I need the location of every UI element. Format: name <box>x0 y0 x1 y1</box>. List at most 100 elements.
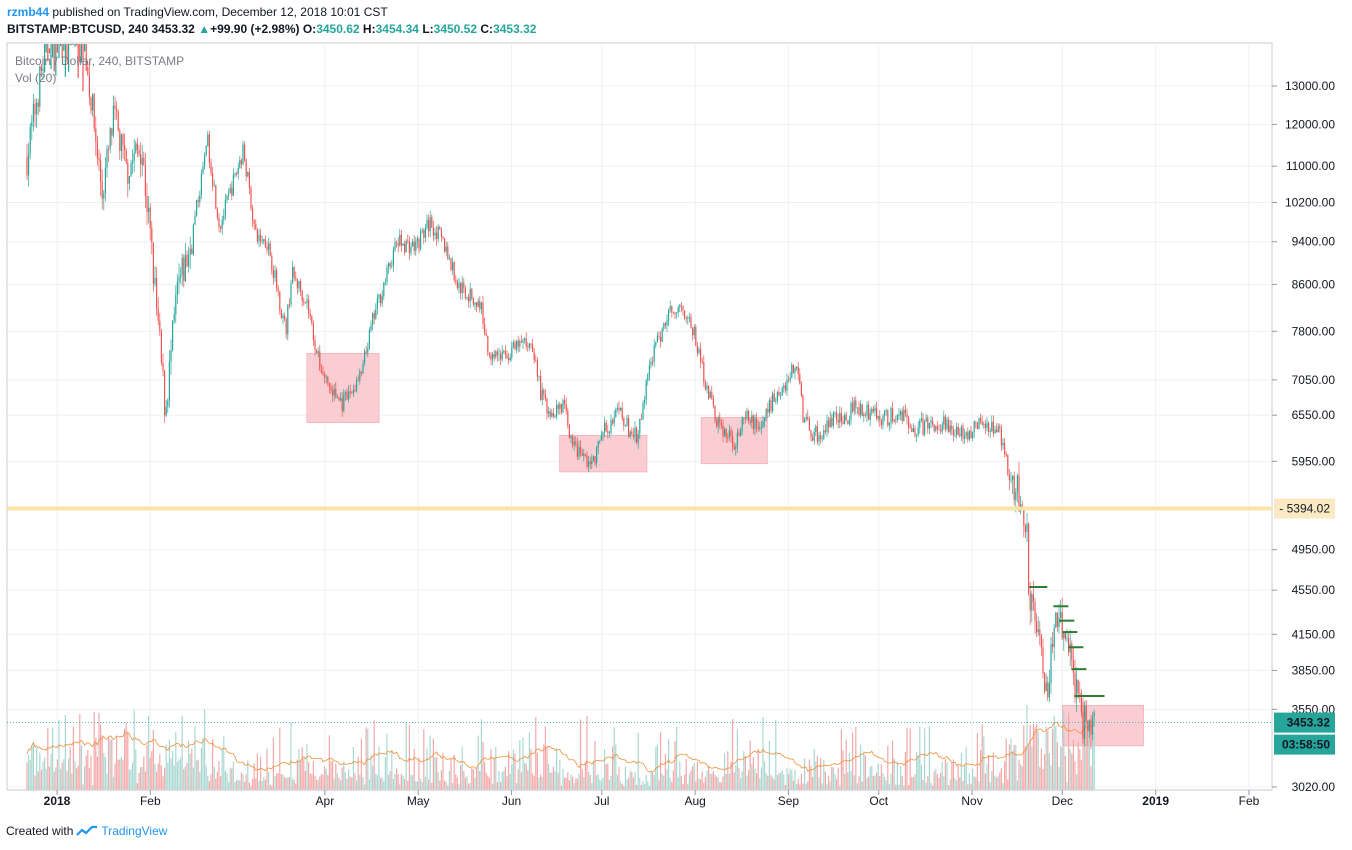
candle-body <box>1024 525 1026 532</box>
candle-body <box>189 248 191 255</box>
candle-body <box>82 44 84 92</box>
candle-body <box>880 420 882 425</box>
volume-bar <box>226 772 228 790</box>
volume-bar <box>996 777 998 790</box>
volume-bar <box>263 777 265 790</box>
price-tick-label: 3020.00 <box>1292 780 1336 794</box>
volume-bar <box>492 783 494 790</box>
candle-body <box>735 446 737 450</box>
volume-bar <box>845 739 847 790</box>
volume-bar <box>1072 739 1074 790</box>
candle-body <box>992 421 994 434</box>
volume-bar <box>600 780 602 790</box>
time-axis[interactable]: 2018 Feb Apr May Jun Jul Aug Sep Oct Nov Dec 2019 Fe… <box>44 790 1260 808</box>
volume-bar <box>1058 766 1060 790</box>
volume-bar <box>708 765 710 790</box>
candle-body <box>40 66 42 71</box>
candle-body <box>704 382 706 390</box>
candle-body <box>306 299 308 303</box>
volume-bar <box>104 757 106 790</box>
candle-body <box>274 270 276 278</box>
volume-bar <box>970 783 972 790</box>
candle-body <box>231 187 233 196</box>
candle-body <box>175 294 177 315</box>
candle-body <box>124 145 126 151</box>
support-line[interactable] <box>7 506 1272 511</box>
volume-bar <box>239 780 241 790</box>
candle-body <box>437 227 439 240</box>
candle-body <box>674 312 676 314</box>
volume-bar <box>712 771 714 790</box>
volume-bar <box>1044 754 1046 790</box>
volume-bar <box>132 762 134 790</box>
volume-bar <box>543 744 545 790</box>
volume-bar <box>980 750 982 790</box>
volume-bar <box>760 767 762 790</box>
price-tick-label: 7050.00 <box>1292 373 1336 387</box>
candle-body <box>781 387 783 396</box>
volume-bar <box>45 768 47 790</box>
volume-bar <box>128 770 130 790</box>
candle-body <box>120 134 122 151</box>
candle-body <box>893 419 895 422</box>
candle-body <box>591 460 593 465</box>
volume-bar <box>599 779 601 790</box>
volume-bar <box>821 783 823 790</box>
candle-body <box>765 409 767 418</box>
time-tick-label: 2018 <box>44 794 71 808</box>
price-tick-label: 10200.00 <box>1285 195 1335 209</box>
volume-bar <box>1048 753 1050 790</box>
volume-bar <box>698 778 700 790</box>
candle-body <box>1029 593 1031 611</box>
volume-bar <box>207 775 209 790</box>
candle-body <box>892 408 894 422</box>
candle-body <box>60 44 62 47</box>
volume-bar <box>733 772 735 790</box>
price-chart[interactable]: Bitcoin / Dollar, 240, BITSTAMP Vol (20)… <box>0 40 1352 820</box>
volume-bar <box>588 771 590 790</box>
candle-body <box>1013 475 1015 501</box>
tradingview-brand-link[interactable]: TradingView <box>101 824 168 838</box>
candle-body <box>911 427 913 433</box>
volume-bar <box>405 722 407 790</box>
volume-bar <box>328 735 330 790</box>
candle-body <box>240 160 242 165</box>
candle-body <box>589 461 591 465</box>
volume-bar <box>957 765 959 790</box>
volume-bar <box>143 756 145 790</box>
candle-body <box>746 410 748 419</box>
candle-body <box>981 421 983 425</box>
volume-bar <box>464 777 466 790</box>
candle-body <box>375 308 377 319</box>
price-axis[interactable]: 13000.00 12000.00 11000.00 10200.00 9400.00 8… <box>1272 79 1335 794</box>
candle-body <box>802 395 804 423</box>
volume-bar <box>631 771 633 790</box>
volume-bar <box>551 772 553 790</box>
volume-bar <box>562 768 564 790</box>
volume-bar <box>456 777 458 790</box>
volume-bar <box>460 764 462 790</box>
volume-bar <box>943 776 945 790</box>
candle-body <box>221 219 223 229</box>
volume-bar <box>76 768 78 790</box>
volume-bar <box>688 773 690 790</box>
volume-bar <box>799 784 801 790</box>
candle-body <box>960 426 962 436</box>
candle-body <box>165 406 167 416</box>
candle-body <box>80 44 82 63</box>
author-link[interactable]: rzmb44 <box>7 5 50 19</box>
candle-body <box>884 410 886 416</box>
volume-bar <box>141 766 143 790</box>
volume-bar <box>786 768 788 790</box>
chart-pane[interactable] <box>6 42 1273 791</box>
candle-body <box>997 426 999 433</box>
volume-bar <box>888 784 890 790</box>
candle-body <box>660 337 662 342</box>
candle-body <box>744 417 746 419</box>
candle-body <box>224 199 226 216</box>
volume-bar <box>935 768 937 790</box>
volume-bar <box>618 767 620 790</box>
candle-body <box>447 246 449 260</box>
candle-body <box>455 279 457 282</box>
candle-body <box>136 143 138 150</box>
